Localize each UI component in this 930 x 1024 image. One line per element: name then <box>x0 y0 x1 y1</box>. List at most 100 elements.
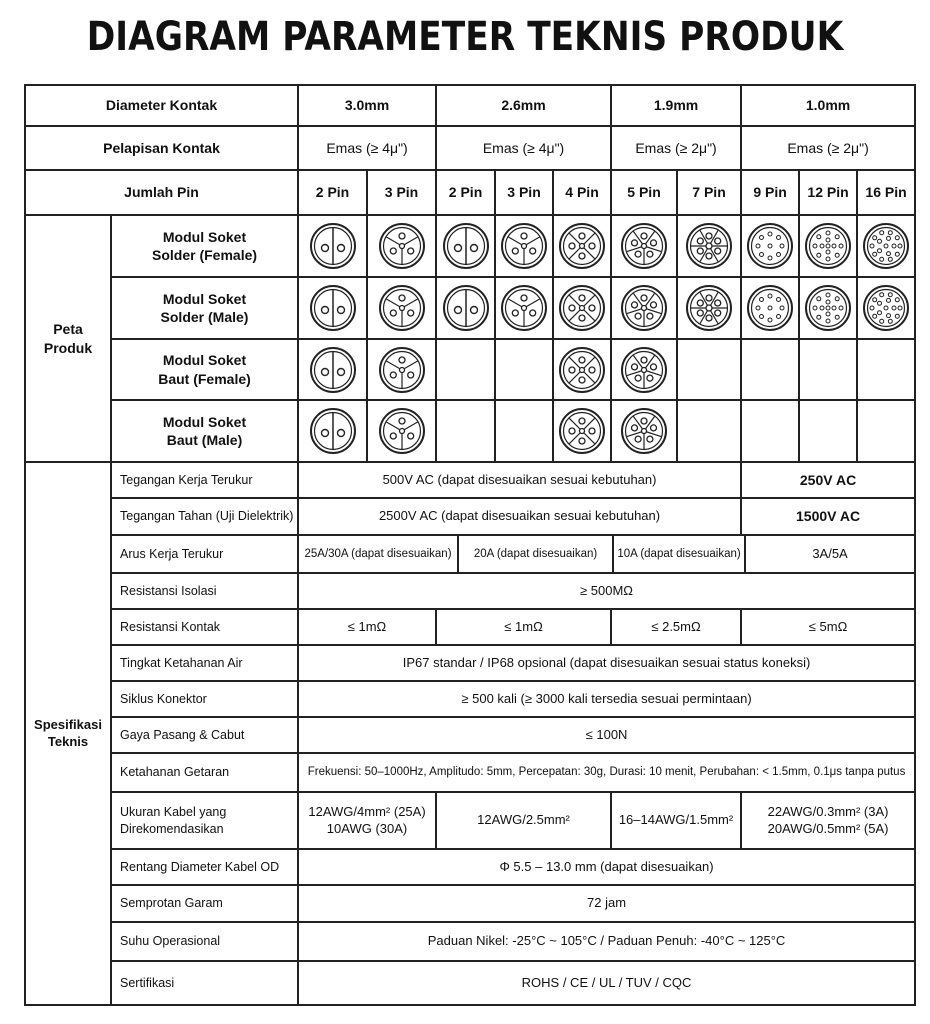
connector-2-pin-icon <box>309 408 356 454</box>
withstand-small: 1500V AC <box>740 497 917 536</box>
salt-value: 72 jam <box>297 884 917 923</box>
spec-label: Tingkat Ketahanan Air <box>109 644 300 682</box>
pin-count-header: 3 Pin <box>494 169 555 216</box>
empty-cell <box>676 399 743 463</box>
current-value: 20A (dapat disesuaikan) <box>459 536 615 572</box>
diameter-1.0: 1.0mm <box>740 84 917 127</box>
empty-cell <box>798 399 859 463</box>
page-title: DIAGRAM PARAMETER TEKNIS PRODUK <box>86 14 844 60</box>
connector-3-pin-icon <box>501 285 548 331</box>
pin-count-header: 12 Pin <box>798 169 859 216</box>
connector-cell <box>740 276 801 340</box>
connector-5-pin-icon <box>621 285 668 331</box>
current-value: 3A/5A <box>812 545 848 561</box>
connector-12-pin-icon <box>805 285 852 331</box>
spec-label: Ukuran Kabel yang Direkomendasikan <box>109 791 300 850</box>
connector-cell <box>798 214 859 278</box>
connector-2-pin-icon <box>442 223 489 269</box>
diameter-2.6: 2.6mm <box>435 84 613 127</box>
pin-count-header: 16 Pin <box>856 169 917 216</box>
empty-cell <box>740 399 801 463</box>
connector-12-pin-icon <box>805 223 852 269</box>
connector-cell <box>552 399 613 463</box>
connector-9-pin-icon <box>747 285 794 331</box>
connector-cell <box>798 276 859 340</box>
empty-cell <box>856 338 917 401</box>
spec-label: Siklus Konektor <box>109 680 300 718</box>
plating-label: Pelapisan Kontak <box>23 125 300 171</box>
spec-label: Gaya Pasang & Cabut <box>109 716 300 754</box>
pin-count-header: 3 Pin <box>366 169 438 216</box>
spec-label: Suhu Operasional <box>109 921 300 962</box>
map-row-label: Modul Soket Baut (Female) <box>109 338 300 401</box>
connector-cell <box>552 276 613 340</box>
connector-3-pin-icon <box>378 408 425 454</box>
connector-7-pin-icon <box>686 285 733 331</box>
spec-label: Tegangan Kerja Terukur <box>109 461 300 499</box>
cycles-value: ≥ 500 kali (≥ 3000 kali tersedia sesuai … <box>297 680 917 718</box>
pin-count-header: 9 Pin <box>740 169 801 216</box>
map-row-label: Modul Soket Baut (Male) <box>109 399 300 463</box>
pins-label: Jumlah Pin <box>23 169 300 216</box>
connector-4-pin-icon <box>559 223 606 269</box>
connector-cell <box>552 338 613 401</box>
connector-cell <box>297 399 369 463</box>
connector-cell <box>297 214 369 278</box>
connector-cell <box>552 214 613 278</box>
cable-value: 16–14AWG/1.5mm² <box>610 791 743 850</box>
contact-resistance-value: ≤ 5mΩ <box>740 608 917 646</box>
temp-value: Paduan Nikel: -25°C ~ 105°C / Paduan Pen… <box>297 921 917 962</box>
diameter-3.0: 3.0mm <box>297 84 438 127</box>
empty-cell <box>856 399 917 463</box>
plating-value: Emas (≥ 2μ") <box>610 125 743 171</box>
connector-7-pin-icon <box>686 223 733 269</box>
connector-3-pin-icon <box>378 223 425 269</box>
plating-value: Emas (≥ 4μ") <box>297 125 438 171</box>
connector-cell <box>366 214 438 278</box>
empty-cell <box>494 399 555 463</box>
connector-4-pin-icon <box>559 346 606 393</box>
pin-count-header: 5 Pin <box>610 169 679 216</box>
connector-9-pin-icon <box>747 223 794 269</box>
connector-5-pin-icon <box>621 408 668 454</box>
connector-cell <box>297 276 369 340</box>
withstand-main: 2500V AC (dapat disesuaikan sesuai kebut… <box>297 497 743 536</box>
connector-cell <box>610 214 679 278</box>
connector-cell <box>676 214 743 278</box>
od-value: Φ 5.5 – 13.0 mm (dapat disesuaikan) <box>297 848 917 886</box>
waterproof-value: IP67 standar / IP68 opsional (dapat dise… <box>297 644 917 682</box>
empty-cell <box>494 338 555 401</box>
connector-5-pin-icon <box>621 223 668 269</box>
connector-16-pin-icon <box>863 285 910 331</box>
connector-cell <box>435 276 497 340</box>
empty-cell <box>740 338 801 401</box>
spec-table: Diameter Kontak 3.0mm 2.6mm 1.9mm 1.0mm … <box>23 84 917 1006</box>
connector-4-pin-icon <box>559 285 606 331</box>
connector-16-pin-icon <box>863 223 910 269</box>
spec-label: Tegangan Tahan (Uji Dielektrik) <box>109 497 300 536</box>
spec-label: Resistansi Kontak <box>109 608 300 646</box>
contact-resistance-value: ≤ 1mΩ <box>435 608 613 646</box>
connector-4-pin-icon <box>559 408 606 454</box>
connector-5-pin-icon <box>621 346 668 393</box>
plating-value: Emas (≥ 2μ") <box>740 125 917 171</box>
connector-cell <box>610 276 679 340</box>
connector-cell <box>856 214 917 278</box>
connector-cell <box>366 338 438 401</box>
plating-value: Emas (≥ 4μ") <box>435 125 613 171</box>
connector-cell <box>366 399 438 463</box>
connector-cell <box>366 276 438 340</box>
connector-2-pin-icon <box>442 285 489 331</box>
empty-cell <box>435 399 497 463</box>
map-row-label: Modul Soket Solder (Female) <box>109 214 300 278</box>
spec-label: Arus Kerja Terukur <box>109 534 300 574</box>
empty-cell <box>435 338 497 401</box>
product-map-label: Peta Produk <box>24 214 112 463</box>
connector-cell <box>297 338 369 401</box>
diameter-label: Diameter Kontak <box>23 84 300 127</box>
connector-cell <box>676 276 743 340</box>
connector-3-pin-icon <box>378 285 425 331</box>
connector-2-pin-icon <box>309 285 356 331</box>
pin-count-header: 4 Pin <box>552 169 613 216</box>
rated-voltage-main: 500V AC (dapat disesuaikan sesuai kebutu… <box>297 461 743 499</box>
